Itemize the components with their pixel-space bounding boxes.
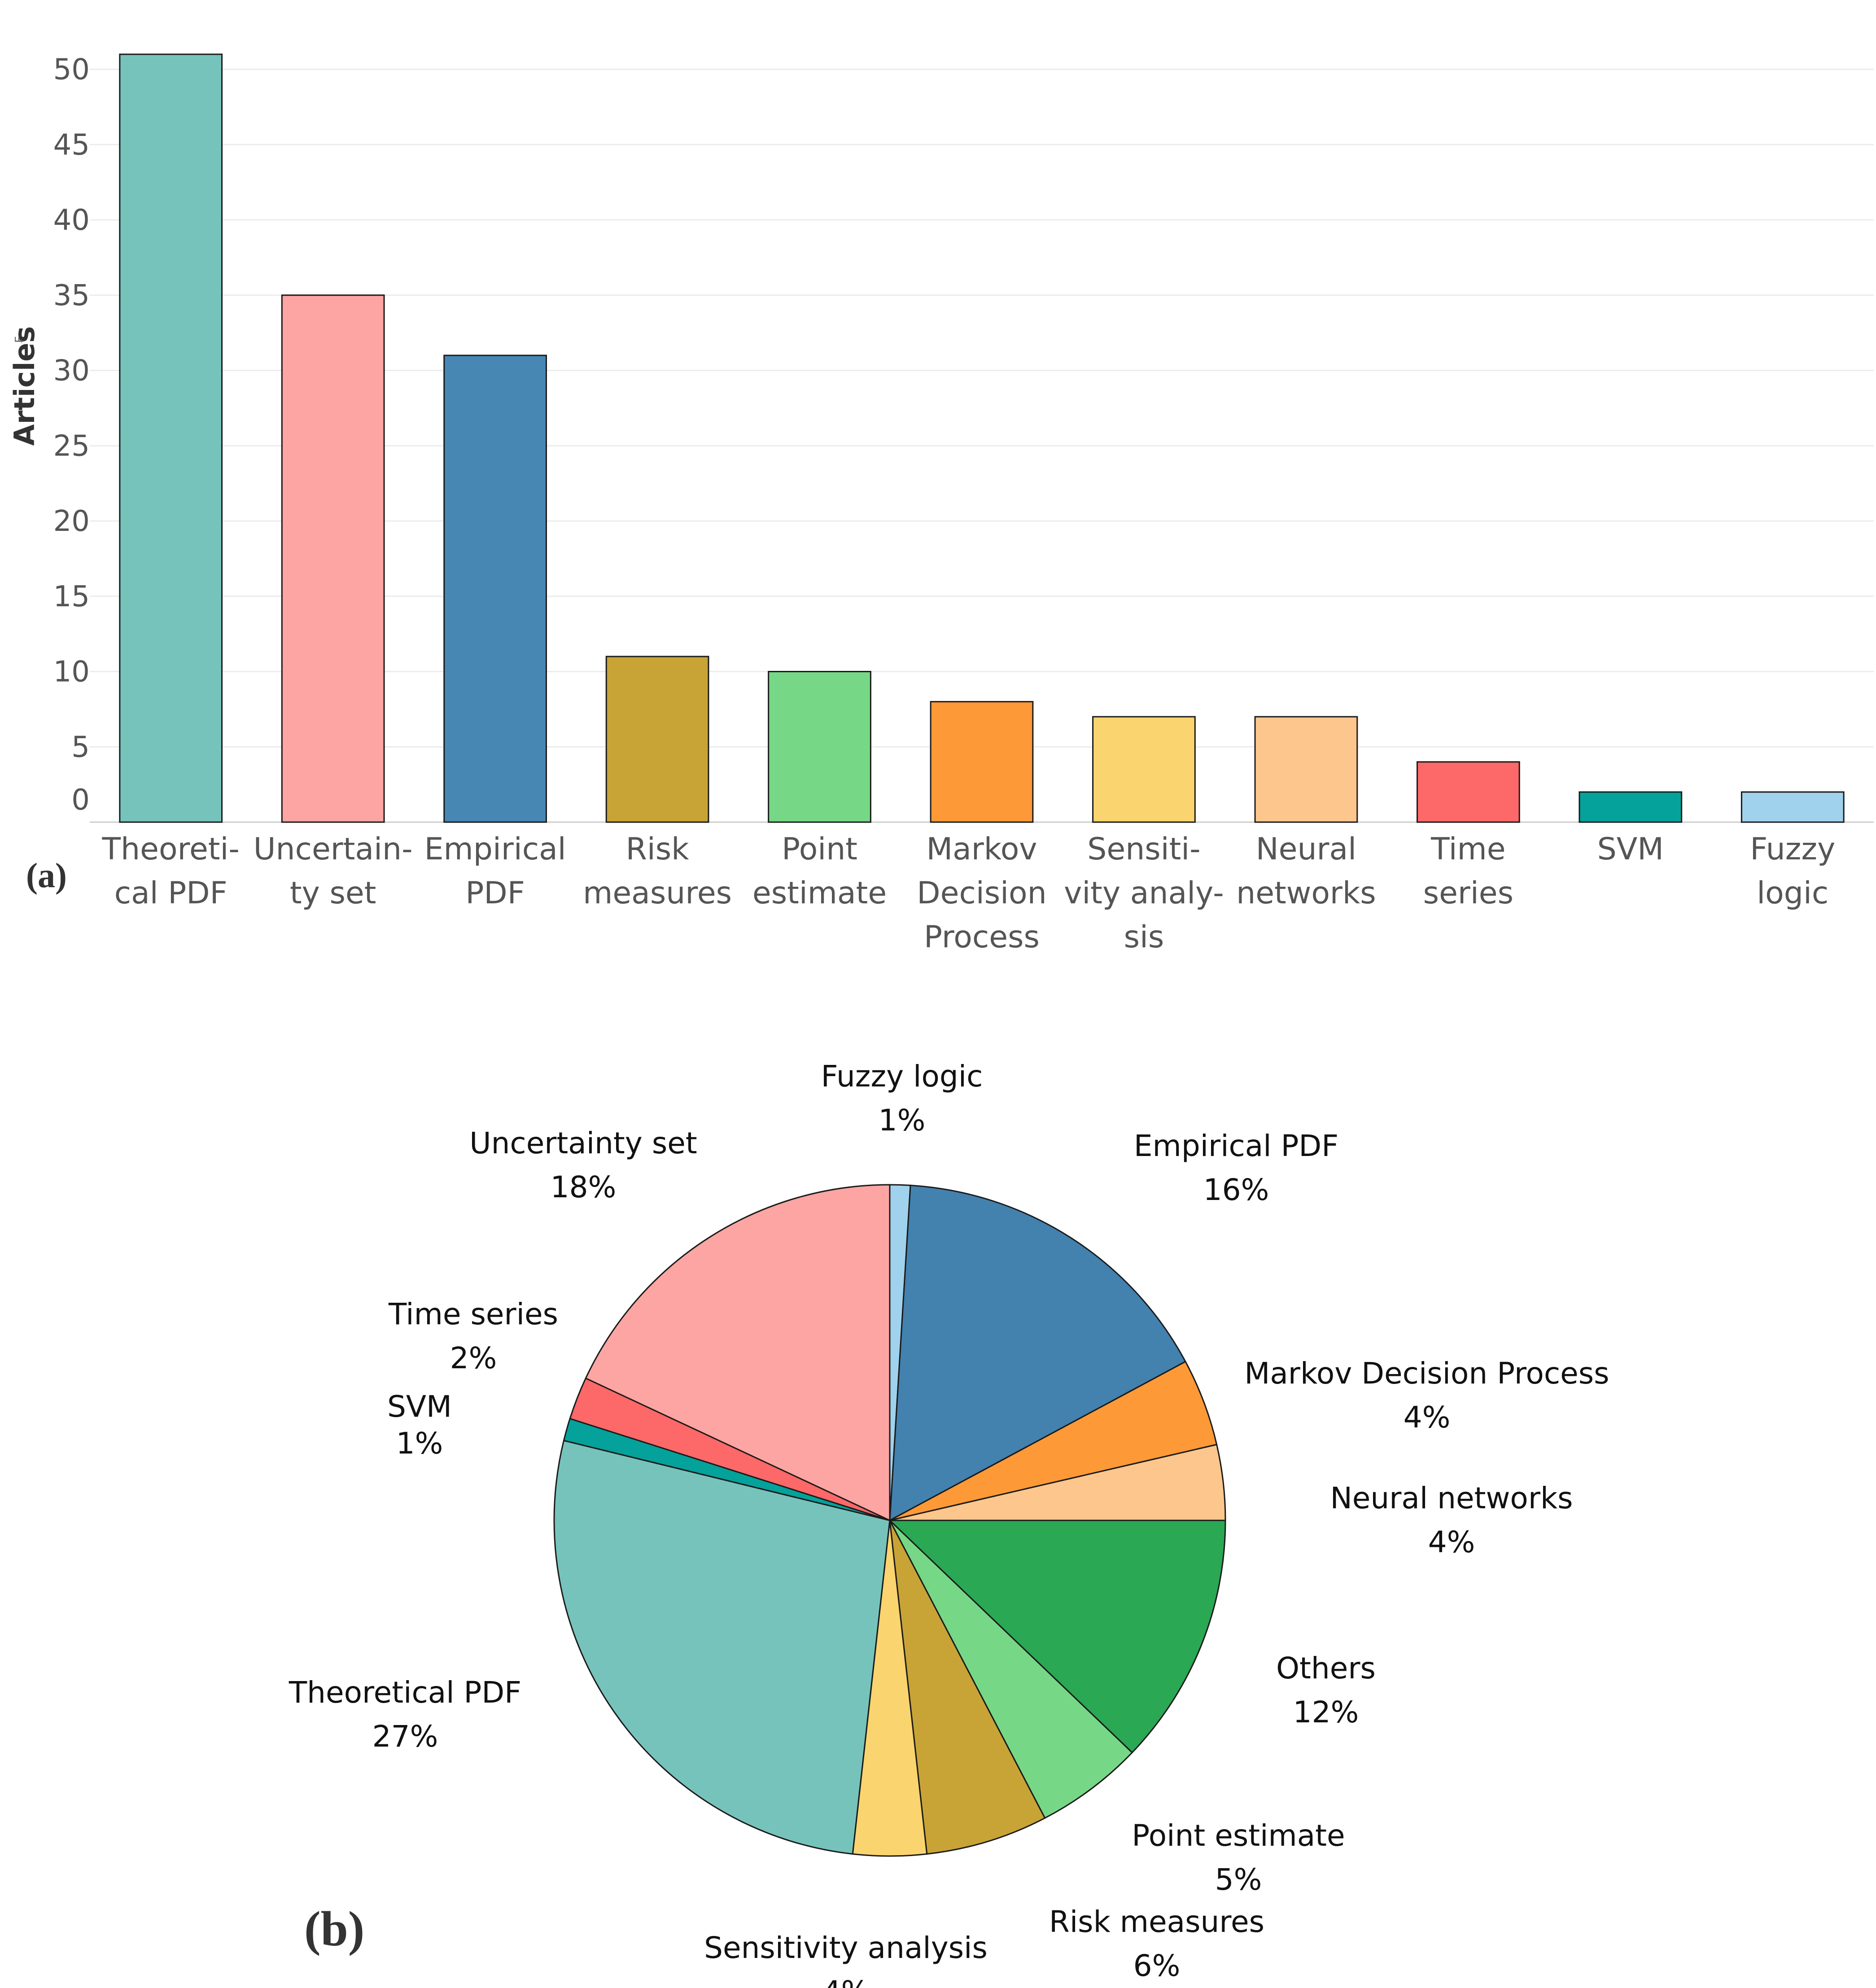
y-axis-filter-mark: ₣ [13, 337, 26, 344]
bar [930, 701, 1034, 823]
panel-label-b: (b) [304, 1901, 364, 1956]
bar-chart-x-labels: Theoreti-cal PDF Uncertain-ty set Empirica… [101, 832, 1835, 955]
pie-slice-name: Theoretical PDF [289, 1675, 521, 1710]
y-tick-label: 45 [53, 128, 90, 162]
bar [281, 294, 385, 823]
x-category-label: Neural [1256, 832, 1356, 867]
pie-slice [889, 1184, 1186, 1521]
pie-slice-name: Neural networks [1330, 1481, 1573, 1515]
y-tick-label: 50 [53, 53, 90, 87]
y-tick-label: 40 [53, 204, 90, 237]
bar-chart-y-ticks: 0 5 10 15 20 25 30 35 40 45 50 [53, 53, 90, 817]
pie-slice-name: Time series [388, 1297, 558, 1331]
pie-slice-percent: 5% [1215, 1862, 1262, 1897]
x-category-label: Theoreti- [101, 832, 239, 867]
x-category-label: Decision [917, 876, 1047, 911]
y-tick-label: 30 [53, 355, 90, 388]
pie-chart-labels: Fuzzy logic 1% Empirical PDF 16% Markov Deci… [289, 1059, 1609, 1988]
pie-slice-percent: 16% [1203, 1173, 1269, 1207]
pie-slice-name: Point estimate [1132, 1818, 1345, 1853]
panel-label-a: (a) [26, 856, 67, 895]
pie-slice [889, 1519, 1226, 1753]
pie-slice-percent: 4% [1428, 1525, 1475, 1559]
pie-slice [889, 1519, 1133, 1819]
y-tick-label: 20 [53, 505, 90, 538]
pie-slice [889, 1519, 1046, 1855]
y-tick-label: 10 [53, 656, 90, 689]
pie-slice-percent: 1% [396, 1426, 443, 1461]
y-tick-label: 25 [53, 429, 90, 463]
x-category-label: series [1423, 876, 1513, 911]
bar-chart-panel: 0 5 10 15 20 25 30 35 40 45 50 Theoreti-cal PDF Unc… [8, 53, 1874, 955]
bar [605, 656, 709, 823]
pie-slice-percent: 2% [450, 1341, 497, 1375]
x-category-label: ty set [290, 876, 376, 911]
x-category-label: Time [1430, 832, 1505, 867]
x-category-label: Process [924, 920, 1040, 955]
bar [768, 671, 871, 823]
pie-slice-name: Sensitivity analysis [704, 1931, 988, 1965]
y-tick-label: 5 [71, 731, 90, 764]
x-category-label: logic [1757, 876, 1828, 911]
x-category-label: Point [782, 832, 857, 867]
pie-chart-slices [553, 1184, 1226, 1857]
bar [443, 355, 547, 823]
x-category-label: Fuzzy [1750, 832, 1835, 867]
x-category-label: Empirical [424, 832, 566, 867]
pie-slice [585, 1184, 891, 1521]
x-category-label: vity analy- [1064, 876, 1224, 911]
pie-slice-name: Others [1276, 1651, 1376, 1686]
x-category-label: Markov [926, 832, 1037, 867]
pie-slice-percent: 12% [1293, 1695, 1359, 1730]
y-tick-label: 0 [71, 784, 90, 817]
y-tick-label: 15 [53, 580, 90, 613]
bar [1254, 716, 1358, 823]
bar-chart-bars [119, 53, 1845, 823]
bar [1740, 791, 1845, 823]
bar [1092, 716, 1196, 823]
x-category-label: Uncertain- [254, 832, 413, 867]
y-tick-label: 35 [53, 279, 90, 312]
pie-slice-name: Risk measures [1049, 1905, 1264, 1939]
pie-slice-percent: 27% [372, 1719, 438, 1754]
pie-slice-name: Uncertainty set [469, 1126, 697, 1160]
bar-chart-y-axis-title: Articles [8, 326, 41, 446]
x-category-label: estimate [752, 876, 887, 911]
pie-slice-percent: 4% [822, 1975, 870, 1988]
bar [1417, 761, 1520, 823]
pie-slice-percent: 6% [1133, 1949, 1181, 1983]
bar-chart-gridlines [90, 69, 1874, 823]
x-category-label: sis [1124, 920, 1164, 955]
pie-slice-percent: 4% [1404, 1400, 1451, 1435]
x-category-label: networks [1236, 876, 1376, 911]
x-category-label: Sensiti- [1087, 832, 1201, 867]
pie-chart-panel: Fuzzy logic 1% Empirical PDF 16% Markov Deci… [289, 1059, 1609, 1988]
x-category-label: Risk [626, 832, 690, 867]
x-category-label: measures [583, 876, 732, 911]
pie-slice [553, 1440, 891, 1855]
pie-slice-name: SVM [387, 1389, 452, 1424]
x-category-label: PDF [465, 876, 525, 911]
pie-slice-name: Fuzzy logic [821, 1059, 983, 1094]
pie-slice-percent: 18% [551, 1170, 617, 1204]
pie-slice-name: Empirical PDF [1134, 1129, 1338, 1163]
bar [1579, 791, 1683, 823]
bar [119, 53, 223, 823]
pie-slice-percent: 1% [879, 1103, 926, 1138]
x-category-label: SVM [1597, 832, 1664, 867]
pie-slice [889, 1361, 1218, 1521]
pie-slice-name: Markov Decision Process [1244, 1356, 1609, 1391]
x-category-label: cal PDF [114, 876, 227, 911]
